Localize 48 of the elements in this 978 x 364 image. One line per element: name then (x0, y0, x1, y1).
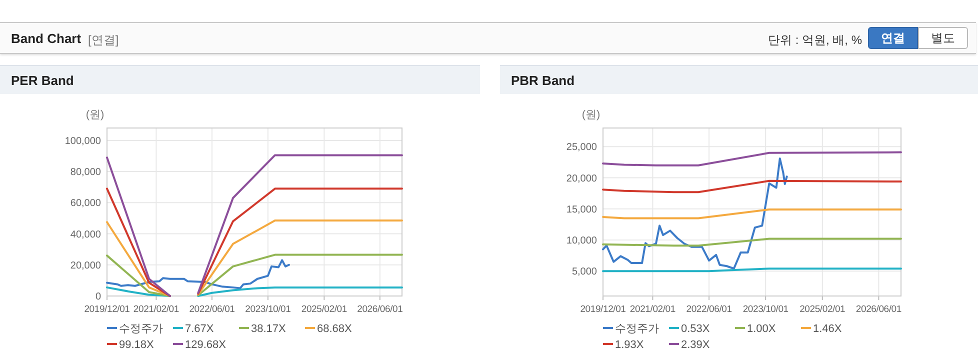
legend-label: 1.46X (813, 323, 842, 335)
legend-label: 0.53X (681, 323, 710, 335)
legend-label: 수정주가 (615, 323, 659, 335)
y-axis-title: (원) (86, 109, 104, 121)
x-tick-label: 2025/02/01 (800, 304, 846, 315)
y-tick-label: 20,000 (70, 260, 102, 272)
line-series (602, 180, 902, 194)
y-tick-label: 40,000 (70, 229, 102, 240)
y-axis-title: (원) (582, 109, 600, 121)
x-tick-label: 2019/12/01 (580, 304, 626, 315)
x-tick-label: 2026/06/01 (357, 304, 403, 315)
text: 별도 (918, 27, 968, 49)
x-tick-label: 2021/02/01 (133, 304, 179, 315)
y-tick-label: 15,000 (566, 204, 598, 216)
legend-label: 68.68X (317, 323, 353, 335)
line-series (602, 151, 902, 166)
text: [연결] (88, 32, 119, 49)
y-tick-label: 0 (95, 292, 102, 302)
legend-label: 38.17X (251, 323, 287, 335)
x-tick-label: 2026/06/01 (856, 304, 902, 315)
x-tick-label: 2021/02/01 (630, 304, 676, 315)
line-series (602, 157, 788, 270)
text: 단위 : 억원, 배, % (768, 32, 862, 49)
legend-label: 1.00X (747, 323, 776, 335)
y-tick-label: 80,000 (70, 167, 102, 178)
text: 연결 (868, 27, 918, 49)
y-tick-label: 25,000 (566, 142, 598, 154)
legend-label: 129.68X (185, 339, 227, 351)
legend-label: 2.39X (681, 339, 710, 351)
x-tick-label: 2022/06/01 (686, 304, 732, 315)
y-tick-label: 5,000 (572, 266, 598, 278)
legend-label: 1.93X (615, 339, 644, 351)
legend-label: 수정주가 (119, 323, 163, 335)
x-tick-label: 2019/12/01 (84, 304, 130, 315)
x-tick-label: 2023/10/01 (742, 304, 788, 315)
x-tick-label: 2022/06/01 (189, 304, 235, 315)
chart-title: PER Band (11, 73, 74, 88)
y-tick-label: 10,000 (566, 236, 598, 246)
x-tick-label: 2023/10/01 (245, 304, 291, 315)
y-tick-label: 20,000 (566, 173, 598, 184)
legend-label: 99.18X (119, 339, 155, 351)
legend-label: 7.67X (185, 323, 214, 335)
chart-title: PBR Band (511, 73, 575, 88)
line-series (106, 259, 290, 290)
text: Band Chart (11, 31, 82, 46)
y-tick-label: 100,000 (64, 136, 102, 147)
x-tick-label: 2025/02/01 (301, 304, 347, 315)
y-tick-label: 60,000 (70, 198, 102, 210)
